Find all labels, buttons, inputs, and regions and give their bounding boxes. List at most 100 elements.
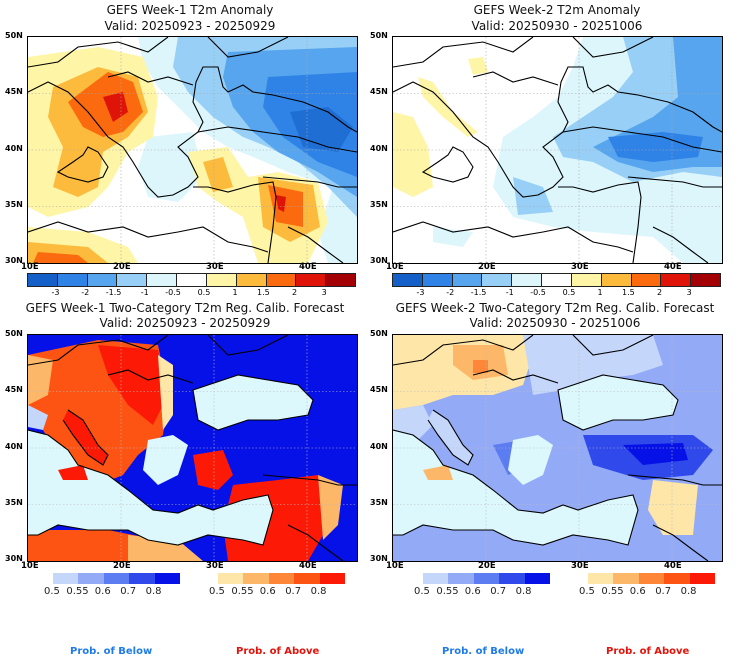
lon-label: 30E [206, 561, 224, 571]
lat-label: 35N [5, 498, 23, 507]
colorbar-tick-label: 0.7 [490, 586, 507, 597]
colorbar-segment [661, 274, 692, 286]
prob-above-label: Prob. of Above [606, 646, 690, 657]
colorbar-segment [689, 573, 716, 584]
colorbar-segment [499, 573, 525, 584]
colorbar-tick-label: -1.5 [105, 288, 122, 297]
anomaly-colorbar-2 [392, 273, 721, 287]
colorbar-segment [243, 573, 269, 584]
colorbar-segment [319, 573, 346, 584]
colorbar-segment [512, 274, 543, 286]
colorbar-tick-label: 0.55 [66, 586, 89, 597]
colorbar-tick-label: 0.55 [231, 586, 254, 597]
colorbar-tick-label: 0.7 [120, 586, 137, 597]
lat-label: 35N [5, 200, 23, 209]
colorbar-segment [613, 573, 639, 584]
lat-label: 45N [370, 87, 388, 96]
colorbar-segment [129, 573, 155, 584]
lat-label: 35N [370, 498, 388, 507]
colorbar-tick-label: 0.55 [436, 586, 459, 597]
prob-above-label: Prob. of Above [236, 646, 320, 657]
prob-below-colorbar-2 [423, 573, 551, 584]
lat-label: 40N [370, 144, 388, 153]
colorbar-segment [57, 274, 88, 286]
panel-1-title: GEFS Week-1 T2m Anomaly [106, 3, 274, 17]
lat-label: 45N [5, 385, 23, 394]
colorbar-tick-label: -0.5 [530, 288, 546, 297]
panel-4-valid: Valid: 20250930 - 20251006 [469, 316, 641, 330]
colorbar-segment [147, 274, 178, 286]
lon-label: 20E [113, 262, 131, 272]
colorbar-tick-label: 3 [686, 288, 692, 297]
lat-label: 50N [370, 329, 388, 338]
colorbar-tick-label: 0.55 [601, 586, 624, 597]
lon-label: 20E [113, 561, 131, 571]
anomaly-colorbar-1 [27, 273, 356, 287]
lon-label: 20E [478, 561, 496, 571]
colorbar-tick-label: 1.5 [622, 288, 635, 297]
colorbar-tick-label: 0.8 [515, 586, 532, 597]
colorbar-segment [524, 573, 551, 584]
panel-3-valid: Valid: 20250923 - 20250929 [99, 316, 271, 330]
colorbar-tick-label: -1.5 [470, 288, 487, 297]
lat-label: 30N [370, 256, 388, 265]
lon-label: 10E [21, 262, 39, 272]
map-week1-anomaly [27, 36, 358, 264]
colorbar-segment [482, 274, 513, 286]
prob-below-label: Prob. of Below [442, 646, 525, 657]
colorbar-segment [78, 573, 104, 584]
colorbar-segment [588, 573, 614, 584]
colorbar-segment [28, 274, 58, 286]
colorbar-tick-label: 0.8 [145, 586, 162, 597]
colorbar-tick-label: 2 [656, 288, 663, 297]
map-week2-probability [392, 334, 723, 562]
lat-label: 45N [5, 87, 23, 96]
colorbar-tick-label: 0.5 [197, 288, 211, 297]
colorbar-segment [294, 573, 320, 584]
colorbar-segment [117, 274, 148, 286]
colorbar-segment [296, 274, 327, 286]
colorbar-tick-label: 0.6 [94, 586, 111, 597]
colorbar-segment [87, 274, 118, 286]
colorbar-tick-label: -2 [446, 288, 455, 297]
colorbar-tick-label: 0.7 [285, 586, 302, 597]
map-week2-anomaly [392, 36, 723, 264]
colorbar-tick-label: 1 [232, 288, 238, 297]
lat-label: 40N [5, 144, 23, 153]
colorbar-tick-label: 0.8 [680, 586, 697, 597]
colorbar-segment [452, 274, 483, 286]
lon-label: 10E [21, 561, 39, 571]
colorbar-tick-label: 0.6 [629, 586, 646, 597]
lon-label: 10E [386, 561, 404, 571]
colorbar-segment [236, 274, 267, 286]
lat-label: 45N [370, 385, 388, 394]
panel-4-title: GEFS Week-2 Two-Category T2m Reg. Calib.… [395, 301, 715, 315]
colorbar-tick-label: 3 [321, 288, 327, 297]
lat-label: 50N [5, 329, 23, 338]
colorbar-tick-label: 1 [597, 288, 603, 297]
colorbar-segment [423, 573, 449, 584]
prob-above-colorbar-1 [218, 573, 346, 584]
lon-label: 40E [299, 561, 317, 571]
colorbar-tick-label: 1.5 [257, 288, 270, 297]
colorbar-tick-label: -3 [416, 288, 425, 297]
colorbar-tick-label: 0.6 [259, 586, 276, 597]
prob-below-colorbar-1 [53, 573, 181, 584]
lon-label: 40E [299, 262, 317, 272]
lon-label: 30E [571, 262, 589, 272]
colorbar-tick-label: 0.6 [464, 586, 481, 597]
colorbar-segment [664, 573, 690, 584]
colorbar-segment [601, 274, 632, 286]
colorbar-segment [631, 274, 662, 286]
lat-label: 50N [370, 31, 388, 40]
colorbar-segment [177, 274, 207, 286]
colorbar-tick-label: -0.5 [165, 288, 181, 297]
lon-label: 30E [206, 262, 224, 272]
lat-label: 40N [370, 442, 388, 451]
colorbar-segment [268, 573, 295, 584]
colorbar-segment [266, 274, 297, 286]
colorbar-tick-label: 2 [291, 288, 298, 297]
lat-label: 30N [5, 554, 23, 563]
prob-below-label: Prob. of Below [70, 646, 153, 657]
colorbar-tick-label: 0.5 [209, 586, 225, 597]
